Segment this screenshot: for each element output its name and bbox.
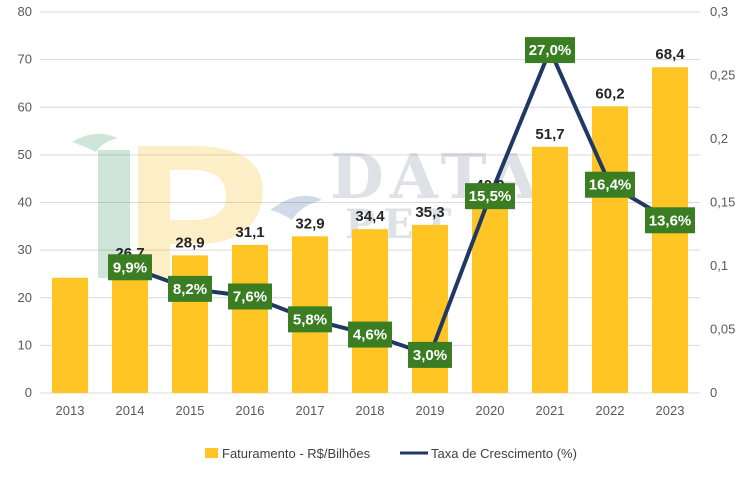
growth-label-box [168, 275, 212, 302]
growth-value-label: 27,0% [529, 42, 572, 59]
data-pet-watermark: DATA PET [72, 133, 537, 278]
growth-rate-line [128, 48, 672, 357]
bar [52, 277, 88, 393]
growth-value-label: 5,8% [293, 311, 327, 328]
legend-bar-label: Faturamento - R$/Bilhões [222, 446, 371, 461]
y-right-tick-label: 0,05 [710, 322, 735, 337]
legend-line-label: Taxa de Crescimento (%) [431, 446, 577, 461]
bar-value-label: 34,4 [355, 208, 385, 225]
y-left-tick-label: 40 [18, 195, 32, 210]
growth-value-label: 13,6% [649, 212, 692, 229]
y-right-tick-label: 0,1 [710, 258, 728, 273]
growth-label-box [108, 254, 152, 281]
y-left-tick-label: 20 [18, 290, 32, 305]
legend: Faturamento - R$/Bilhões Taxa de Crescim… [205, 446, 577, 461]
x-tick-label: 2018 [356, 403, 385, 418]
bar-value-label: 28,9 [175, 234, 204, 251]
growth-value-label: 7,6% [233, 288, 267, 305]
bar [532, 146, 568, 393]
growth-value-label: 9,9% [113, 259, 147, 276]
x-tick-label: 2014 [116, 403, 145, 418]
bar-value-label: 51,7 [535, 126, 564, 143]
y-right-tick-label: 0,2 [710, 131, 728, 146]
x-tick-label: 2022 [596, 403, 625, 418]
x-tick-label: 2016 [236, 403, 265, 418]
x-tick-label: 2013 [56, 403, 85, 418]
y-left-tick-label: 10 [18, 337, 32, 352]
y-left-tick-label: 80 [18, 4, 32, 19]
bar [592, 106, 628, 394]
growth-label-box [408, 341, 452, 368]
bar-value-label: 68,4 [655, 46, 685, 63]
growth-value-label: 8,2% [173, 281, 207, 298]
bar-value-label: 35,3 [415, 204, 444, 221]
line-series [128, 48, 672, 357]
bar-value-label: 60,2 [595, 85, 624, 102]
y-left-tick-label: 30 [18, 242, 32, 257]
x-axis-ticks: 2013 2014 2015 2016 2017 2018 2019 2020 2021 2022… [56, 403, 685, 418]
gridlines [40, 11, 700, 394]
growth-label-box [525, 37, 575, 64]
bar [352, 229, 388, 393]
x-tick-label: 2023 [656, 403, 685, 418]
growth-value-label: 16,4% [589, 177, 632, 194]
growth-label-box [228, 283, 272, 310]
x-tick-label: 2017 [296, 403, 325, 418]
growth-label-box [585, 171, 635, 198]
y-right-tick-label: 0,3 [710, 4, 728, 19]
growth-label-box [465, 183, 515, 210]
x-tick-label: 2020 [476, 403, 505, 418]
growth-value-label: 3,0% [413, 347, 447, 364]
y-right-tick-label: 0,25 [710, 68, 735, 83]
y-right-tick-label: 0 [710, 385, 717, 400]
y-left-tick-label: 70 [18, 52, 32, 67]
y-left-tick-label: 60 [18, 99, 32, 114]
growth-value-label: 4,6% [353, 327, 387, 344]
legend-bar-swatch [205, 448, 218, 458]
growth-data-labels: 9,9% 8,2% 7,6% 5,8% 4,6% 3,0% 15,5% 27,0% 16,4% 1… [108, 37, 695, 368]
growth-label-box [288, 306, 332, 333]
y-left-tick-label: 50 [18, 147, 32, 162]
y-right-tick-label: 0,15 [710, 195, 735, 210]
bar [112, 265, 148, 393]
x-tick-label: 2019 [416, 403, 445, 418]
growth-value-label: 15,5% [469, 188, 512, 205]
x-tick-label: 2015 [176, 403, 205, 418]
y-left-tick-label: 0 [25, 385, 32, 400]
bar-value-label: 32,9 [295, 215, 324, 232]
growth-label-box [645, 207, 695, 234]
left-axis-ticks: 0 10 20 30 40 50 60 70 80 [18, 4, 32, 400]
bar [232, 244, 268, 393]
right-axis-ticks: 0 0,05 0,1 0,15 0,2 0,25 0,3 [710, 4, 735, 400]
growth-label-box [348, 321, 392, 348]
x-tick-label: 2021 [536, 403, 565, 418]
bar-value-label: 31,1 [235, 224, 264, 241]
